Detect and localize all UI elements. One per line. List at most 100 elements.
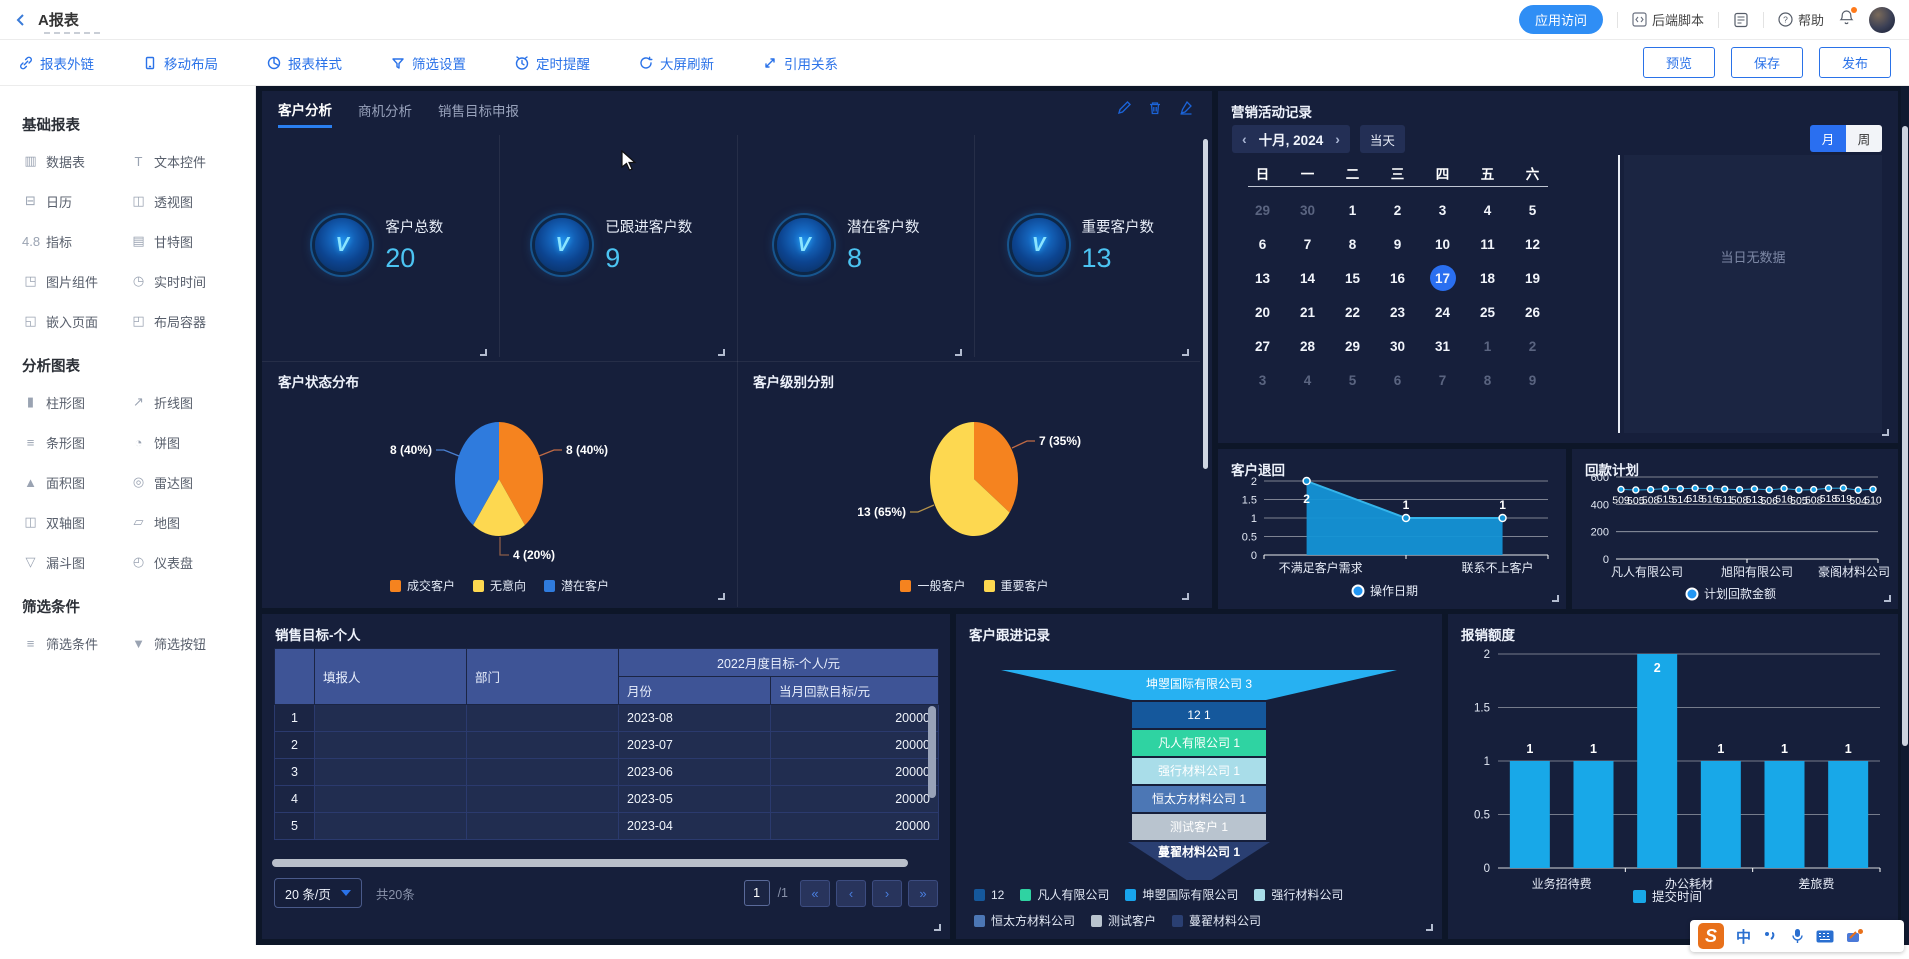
pie-customer-level[interactable]: 客户级别分别 7 (35%) 13 (65%) 一般客户 重要客户 [737, 361, 1212, 608]
preview-button[interactable]: 预览 [1642, 47, 1715, 78]
table-row[interactable]: 3 2023-06 20000 [274, 758, 939, 786]
sidebar-item-条形图[interactable]: ≡ 条形图 [22, 422, 130, 462]
kpi-card-潜在客户数[interactable]: V 潜在客户数 8 [731, 131, 966, 359]
calendar-day-25[interactable]: 25 [1479, 304, 1496, 320]
calendar-day-5[interactable]: 5 [1348, 372, 1357, 388]
calendar-day-14[interactable]: 14 [1299, 270, 1316, 286]
tab-商机分析[interactable]: 商机分析 [358, 104, 412, 119]
tab-销售目标申报[interactable]: 销售目标申报 [438, 104, 519, 119]
sidebar-item-布局容器[interactable]: ◰ 布局容器 [130, 301, 238, 341]
language-icon[interactable] [1733, 12, 1749, 28]
calendar-day-11[interactable]: 11 [1480, 236, 1495, 252]
calendar-day-3[interactable]: 3 [1438, 202, 1447, 218]
table-row[interactable]: 2 2023-07 20000 [274, 731, 939, 759]
calendar-day-2[interactable]: 2 [1528, 338, 1537, 354]
sidebar-item-柱形图[interactable]: ▮ 柱形图 [22, 382, 130, 422]
table-row[interactable]: 1 2023-08 20000 [274, 704, 939, 732]
sidebar-item-实时时间[interactable]: ◷ 实时时间 [130, 261, 238, 301]
backend-script-button[interactable]: 后端脚本 [1632, 10, 1704, 29]
calendar-day-28[interactable]: 28 [1299, 338, 1316, 354]
calendar-day-4[interactable]: 4 [1483, 202, 1492, 218]
toolbar-item-3[interactable]: 报表样式 [266, 53, 342, 73]
calendar-day-27[interactable]: 27 [1254, 338, 1271, 354]
user-avatar[interactable] [1869, 6, 1895, 33]
legend-item[interactable]: 一般客户 [900, 577, 966, 594]
kpi-card-已跟进客户数[interactable]: V 已跟进客户数 9 [497, 131, 732, 359]
legend-item[interactable]: 强行材料公司 [1254, 886, 1343, 903]
calendar-day-17[interactable]: 17 [1420, 261, 1465, 295]
table-horizontal-scrollbar[interactable] [272, 859, 932, 867]
ime-language-indicator[interactable]: 中 [1736, 928, 1752, 946]
edit-icon[interactable] [1116, 100, 1132, 116]
calendar-day-22[interactable]: 22 [1344, 304, 1361, 320]
sidebar-item-饼图[interactable]: ◔ 饼图 [130, 422, 238, 462]
first-page-button[interactable]: « [800, 879, 830, 907]
publish-button[interactable]: 发布 [1818, 47, 1891, 78]
sidebar-item-折线图[interactable]: ↗ 折线图 [130, 382, 238, 422]
sidebar-item-漏斗图[interactable]: ▽ 漏斗图 [22, 542, 130, 582]
calendar-day-13[interactable]: 13 [1254, 270, 1271, 286]
calendar-day-23[interactable]: 23 [1389, 304, 1406, 320]
calendar-day-19[interactable]: 19 [1524, 270, 1541, 286]
sidebar-item-日历[interactable]: ⊟ 日历 [22, 181, 130, 221]
table-vertical-scrollbar[interactable] [928, 706, 936, 810]
sidebar-item-透视图[interactable]: ◫ 透视图 [130, 181, 238, 221]
calendar-day-30[interactable]: 30 [1299, 202, 1316, 218]
last-page-button[interactable]: » [908, 879, 938, 907]
next-month-icon[interactable]: › [1335, 131, 1340, 147]
toolbar-item-5[interactable]: 定时提醒 [514, 53, 590, 73]
sidebar-item-图片组件[interactable]: ◳ 图片组件 [22, 261, 130, 301]
toolbar-item-1[interactable]: 报表外链 [18, 53, 94, 73]
toolbar-item-4[interactable]: 筛选设置 [390, 53, 466, 73]
keyboard-icon[interactable] [1816, 930, 1834, 943]
follow-funnel-chart[interactable]: 坤曌国际有限公司 3 12 1 凡人有限公司 1 强行材料公司 1 恒太方材料公司 1 测… [956, 640, 1442, 880]
save-button[interactable]: 保存 [1730, 47, 1803, 78]
pie-customer-status[interactable]: 客户状态分布 8 (40%) 4 (20%) 8 (40%) 成交客户 无意向 潜在客户 [262, 361, 737, 608]
week-view-button[interactable]: 周 [1846, 125, 1882, 152]
toolbar-item-6[interactable]: 大屏刷新 [638, 53, 714, 73]
ime-logo-icon[interactable]: S [1698, 923, 1724, 949]
table-row[interactable]: 5 2023-04 20000 [274, 812, 939, 840]
calendar-day-1[interactable]: 1 [1348, 202, 1357, 218]
calendar-day-7[interactable]: 7 [1438, 372, 1447, 388]
legend-item[interactable]: 成交客户 [389, 577, 455, 594]
sidebar-item-地图[interactable]: ▱ 地图 [130, 502, 238, 542]
window-scrollbar[interactable] [1901, 86, 1909, 945]
legend-item[interactable]: 恒太方材料公司 [974, 912, 1075, 929]
sidebar-item-面积图[interactable]: ▲ 面积图 [22, 462, 130, 502]
legend-item[interactable]: 重要客户 [983, 577, 1049, 594]
calendar-day-9[interactable]: 9 [1528, 372, 1537, 388]
notifications-button[interactable] [1838, 6, 1857, 31]
calendar-day-8[interactable]: 8 [1483, 372, 1492, 388]
calendar-day-12[interactable]: 12 [1524, 236, 1541, 252]
toolbar-item-2[interactable]: 移动布局 [142, 53, 218, 73]
calendar-day-29[interactable]: 29 [1344, 338, 1361, 354]
calendar-day-3[interactable]: 3 [1258, 372, 1267, 388]
export-icon[interactable] [1178, 100, 1194, 116]
today-button[interactable]: 当天 [1359, 125, 1405, 153]
legend-item[interactable]: 测试客户 [1091, 912, 1156, 929]
delete-icon[interactable] [1147, 100, 1163, 116]
current-page[interactable]: 1 [743, 880, 770, 906]
back-icon[interactable] [14, 13, 28, 27]
calendar-day-20[interactable]: 20 [1254, 304, 1271, 320]
calendar-day-10[interactable]: 10 [1434, 236, 1451, 252]
toolbar-item-7[interactable]: 引用关系 [762, 53, 838, 73]
calendar-day-24[interactable]: 24 [1434, 304, 1451, 320]
prev-page-button[interactable]: ‹ [836, 879, 866, 907]
legend-item[interactable]: 蔓翟材料公司 [1172, 912, 1261, 929]
sidebar-item-仪表盘[interactable]: ◴ 仪表盘 [130, 542, 238, 582]
table-row[interactable]: 4 2023-05 20000 [274, 785, 939, 813]
legend-item[interactable]: 坤曌国际有限公司 [1125, 886, 1238, 903]
payback-plan-chart[interactable]: 6004002000509505508515514518516511508513… [1572, 467, 1898, 609]
month-view-button[interactable]: 月 [1810, 125, 1846, 152]
calendar-day-9[interactable]: 9 [1393, 236, 1402, 252]
calendar-day-2[interactable]: 2 [1393, 202, 1402, 218]
help-button[interactable]: ? 帮助 [1778, 10, 1824, 29]
calendar-day-26[interactable]: 26 [1524, 304, 1541, 320]
calendar-day-21[interactable]: 21 [1299, 304, 1316, 320]
app-access-button[interactable]: 应用访问 [1518, 5, 1603, 34]
calendar-day-5[interactable]: 5 [1528, 202, 1537, 218]
calendar-day-6[interactable]: 6 [1258, 236, 1267, 252]
